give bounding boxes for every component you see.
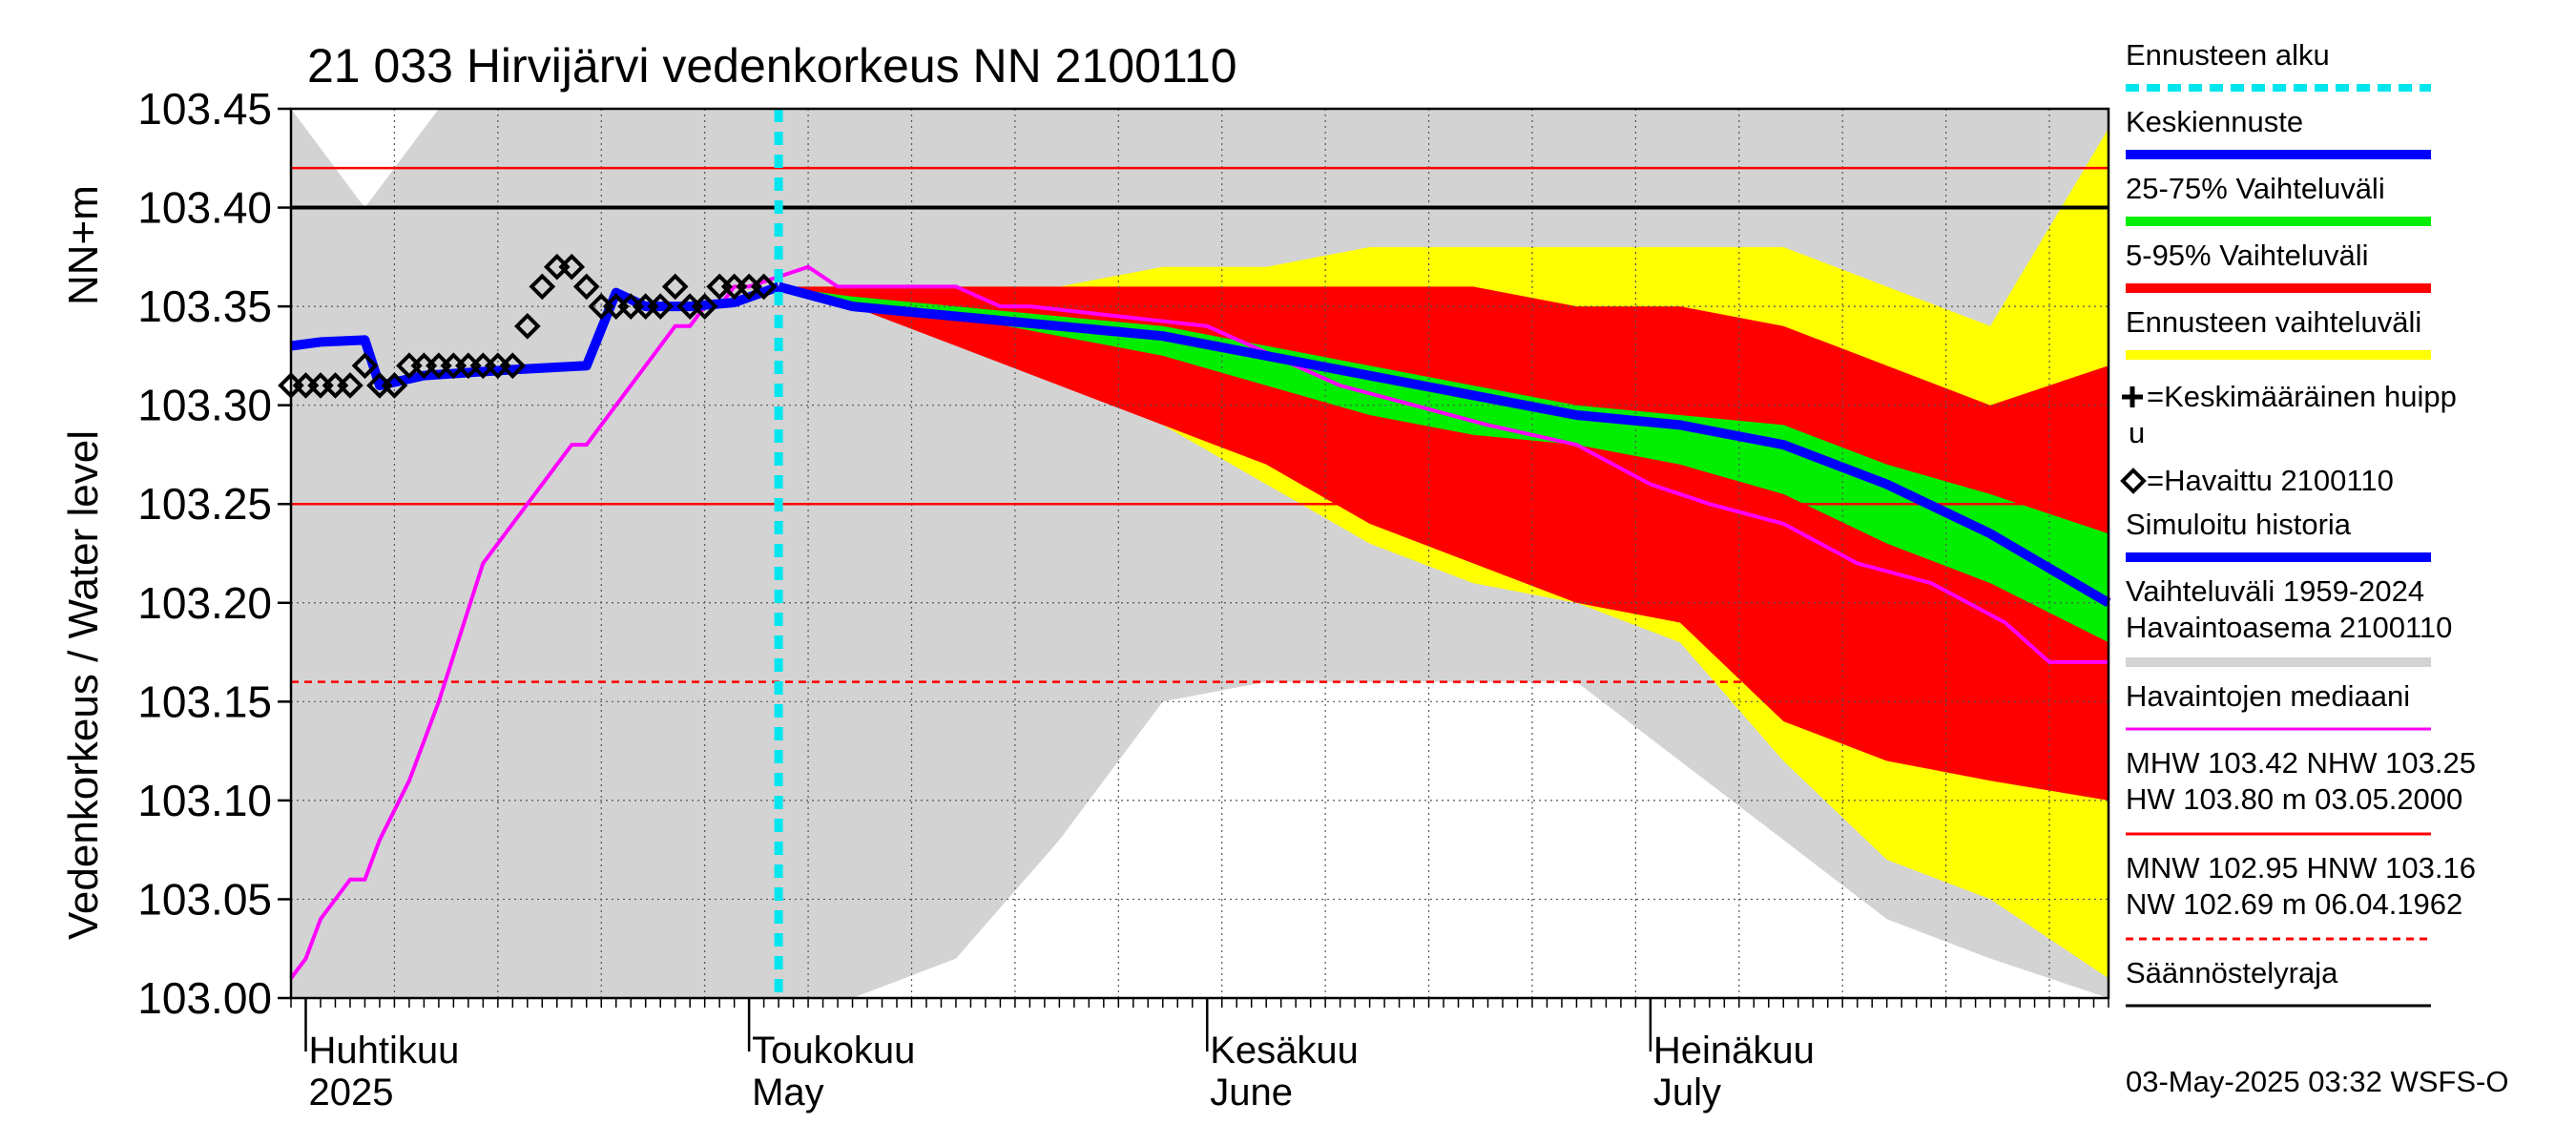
month-label-en: July <box>1653 1072 1721 1114</box>
legend-label: =Keskimääräinen huipp <box>2147 380 2457 413</box>
y-axis-label: Vedenkorkeus / Water level <box>60 430 107 940</box>
legend-label-line2: u <box>2129 416 2145 449</box>
series-lines <box>278 109 2111 998</box>
y-tick-label: 103.25 <box>137 479 272 529</box>
mean-forecast-line <box>777 281 2111 608</box>
month-label-fi: Huhtikuu <box>308 1030 459 1072</box>
month-label-fi: Kesäkuu <box>1210 1030 1359 1072</box>
p5-95-band <box>779 286 2109 801</box>
y-tick-label: 103.30 <box>137 381 272 430</box>
y-tick-label: 103.20 <box>137 578 272 628</box>
legend-label: Keskiennuste <box>2126 105 2303 138</box>
month-label-en: 2025 <box>308 1072 393 1114</box>
legend-label-line2: NW 102.69 m 06.04.1962 <box>2126 887 2462 921</box>
observed-point <box>750 273 778 301</box>
observed-point <box>691 293 718 320</box>
legend: Ennusteen alku Keskiennuste 25-75% Vaihtel… <box>2120 38 2476 1008</box>
legend-label: Simuloitu historia <box>2126 508 2352 541</box>
observed-point <box>661 273 689 301</box>
observed-point <box>381 372 408 399</box>
reference-lines <box>291 166 2109 683</box>
observed-point <box>529 273 556 301</box>
legend-label: Havaintojen mediaani <box>2126 679 2410 713</box>
y-tick-label: 103.05 <box>137 874 272 924</box>
legend-label: Vaihteluväli 1959-2024 <box>2126 574 2424 608</box>
month-label-fi: Toukokuu <box>752 1030 915 1072</box>
observed-point <box>572 273 600 301</box>
legend-label: MHW 103.42 NHW 103.25 <box>2126 746 2476 780</box>
y-tick-label: 103.00 <box>137 973 272 1023</box>
axes: 103.00 103.05 103.10 103.15 103.20 103.25 103.… <box>137 84 2110 1114</box>
legend-label: Säännöstelyraja <box>2126 956 2338 989</box>
legend-label-line2: HW 103.80 m 03.05.2000 <box>2126 782 2462 816</box>
y-tick-label: 103.45 <box>137 84 272 134</box>
month-label-en: June <box>1210 1072 1293 1114</box>
month-label-en: May <box>752 1072 824 1114</box>
legend-marker-diamond <box>2120 468 2147 494</box>
y-tick-label: 103.35 <box>137 281 272 331</box>
legend-label: Ennusteen vaihteluväli <box>2126 305 2421 339</box>
legend-label: 5-95% Vaihteluväli <box>2126 239 2368 272</box>
legend-label: MNW 102.95 HNW 103.16 <box>2126 851 2476 885</box>
chart-title: 21 033 Hirvijärvi vedenkorkeus NN 210011… <box>307 39 1237 93</box>
footer-timestamp: 03-May-2025 03:32 WSFS-O <box>2126 1065 2508 1098</box>
observed-point <box>558 253 586 281</box>
y-axis-unit-label: NN+m <box>60 185 107 305</box>
plot-frame <box>289 107 2110 1000</box>
legend-label: 25-75% Vaihteluväli <box>2126 172 2385 205</box>
y-tick-label: 103.10 <box>137 776 272 825</box>
y-tick-label: 103.40 <box>137 183 272 233</box>
observed-point <box>513 312 541 340</box>
legend-label: Ennusteen alku <box>2126 38 2330 72</box>
legend-label-line2: Havaintoasema 2100110 <box>2126 611 2452 644</box>
observed-point <box>647 293 675 320</box>
observed-point <box>337 372 364 399</box>
legend-marker-plus <box>2122 386 2143 407</box>
y-tick-label: 103.15 <box>137 677 272 726</box>
forecast-bands <box>291 109 2109 998</box>
observed-point <box>499 352 527 380</box>
month-label-fi: Heinäkuu <box>1653 1030 1815 1072</box>
legend-label: =Havaittu 2100110 <box>2147 464 2394 497</box>
observed-point <box>351 352 379 380</box>
